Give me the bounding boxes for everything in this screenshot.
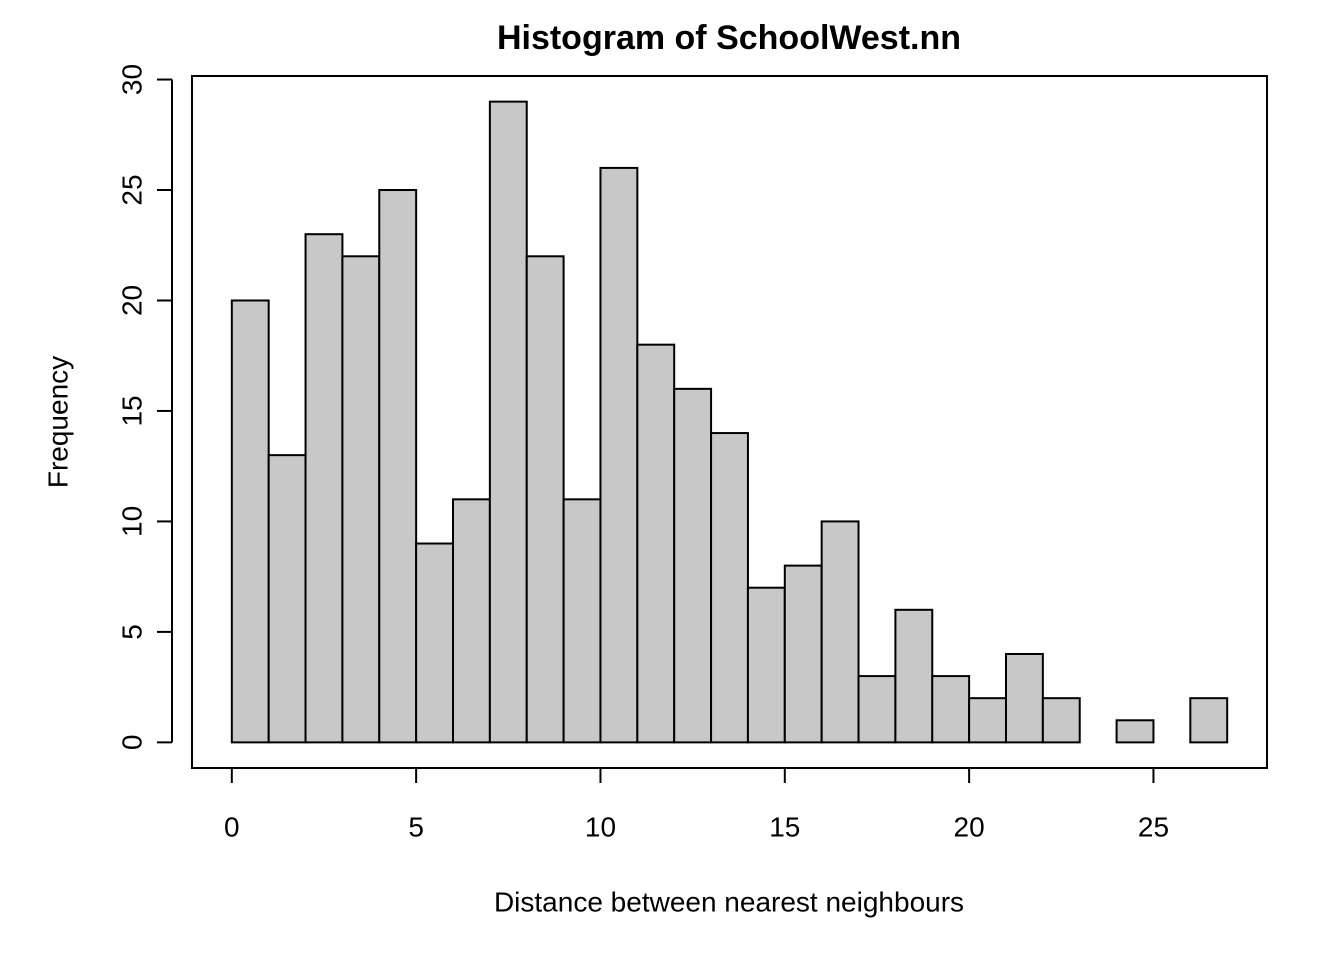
bar [488, 100, 528, 744]
x-tick-label: 10 [585, 811, 616, 842]
bar [304, 233, 344, 744]
bar [1189, 697, 1229, 744]
bar [230, 299, 270, 744]
x-tick-label: 20 [954, 811, 985, 842]
bar [415, 542, 455, 744]
bar [1115, 719, 1155, 744]
bar [562, 498, 602, 744]
bar [746, 586, 786, 744]
y-tick-label: 30 [116, 64, 147, 95]
y-tick-label: 0 [116, 735, 147, 751]
y-axis-label: Frequency [42, 356, 73, 488]
bar [636, 343, 676, 744]
y-tick-label: 5 [116, 624, 147, 640]
y-tick-label: 20 [116, 285, 147, 316]
y-tick-label: 10 [116, 506, 147, 537]
bar [894, 608, 934, 744]
x-tick-label: 5 [408, 811, 424, 842]
bar [1004, 652, 1044, 744]
x-tick-label: 0 [224, 811, 240, 842]
y-tick-label: 15 [116, 395, 147, 426]
bar [452, 498, 491, 744]
bar [857, 675, 897, 744]
bar [783, 564, 823, 744]
bar [267, 454, 307, 744]
bar [1041, 697, 1081, 744]
x-axis-label: Distance between nearest neighbours [494, 886, 964, 917]
bar [931, 675, 971, 744]
bar [341, 255, 381, 744]
bar [525, 255, 565, 744]
bar [968, 697, 1007, 744]
bar [378, 189, 418, 744]
bar [673, 387, 713, 744]
bar [599, 166, 639, 744]
y-tick-label: 25 [116, 174, 147, 205]
bar [820, 520, 860, 744]
x-tick-label: 15 [769, 811, 800, 842]
chart-title: Histogram of SchoolWest.nn [497, 19, 961, 57]
x-tick-label: 25 [1138, 811, 1169, 842]
bar [710, 432, 749, 744]
